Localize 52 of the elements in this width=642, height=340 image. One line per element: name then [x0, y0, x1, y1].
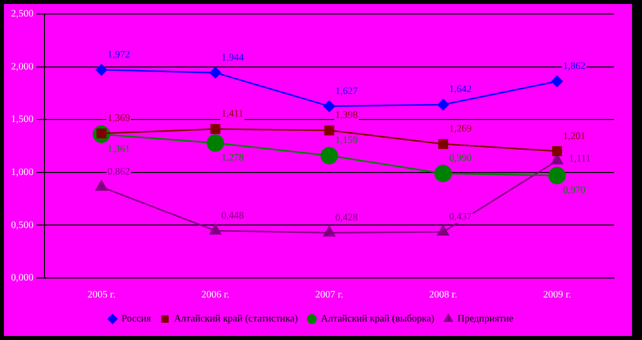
legend-label: Предприятие: [457, 314, 514, 325]
data-label: 1,398: [335, 110, 358, 121]
data-label: 1,862: [563, 61, 586, 72]
data-label: 1,269: [449, 124, 472, 135]
point: [437, 225, 450, 236]
data-label: 1,944: [221, 52, 244, 64]
data-label: 0,448: [221, 210, 244, 222]
x-tick-label: 2005 г.: [87, 290, 116, 301]
point: [324, 125, 334, 136]
legend-label: Алтайский край (статистика): [174, 314, 298, 325]
point: [437, 98, 449, 110]
point: [320, 146, 338, 164]
x-tick-label: 2006 г.: [201, 290, 230, 301]
data-label: 1,972: [107, 49, 130, 60]
data-label: 1,111: [569, 153, 591, 164]
point: [96, 180, 108, 191]
point: [548, 166, 566, 184]
point: [323, 226, 336, 237]
legend-label: Алтайский край (выборка): [320, 314, 434, 325]
point: [438, 139, 448, 149]
point: [552, 146, 562, 156]
x-tick-label: 2007 г.: [315, 290, 344, 301]
point: [551, 76, 563, 88]
x-tick-label: 2008 г.: [429, 290, 458, 301]
data-label: 1,642: [449, 84, 472, 96]
data-label: 0,970: [563, 185, 586, 196]
data-label: 1,201: [563, 130, 586, 142]
y-tick-label: 0,500: [11, 220, 34, 231]
point: [96, 64, 108, 76]
legend-label: Россия: [122, 314, 152, 325]
data-label: 1,361: [107, 144, 130, 155]
data-label: 0,990: [449, 153, 472, 164]
y-tick-label: 1,500: [11, 114, 34, 126]
y-tick-label: 2,000: [11, 61, 34, 72]
data-label: 0,437: [449, 211, 472, 222]
data-label: 1,411: [221, 108, 244, 120]
y-tick-label: 2,500: [11, 8, 34, 20]
point: [209, 224, 222, 234]
data-label: 1,369: [107, 113, 130, 124]
point: [210, 66, 222, 78]
x-tick-label: 2009 г.: [543, 290, 572, 301]
y-tick-label: 1,000: [11, 167, 34, 178]
data-label: 0,862: [107, 166, 130, 178]
data-label: 1,159: [335, 135, 358, 146]
y-tick-label: 0,000: [11, 272, 34, 284]
point: [324, 100, 335, 112]
point: [206, 134, 224, 152]
point: [434, 164, 452, 182]
data-label: 1,627: [335, 86, 358, 97]
point: [210, 124, 220, 134]
data-label: 0,428: [335, 212, 358, 224]
data-label: 1,278: [221, 152, 244, 164]
